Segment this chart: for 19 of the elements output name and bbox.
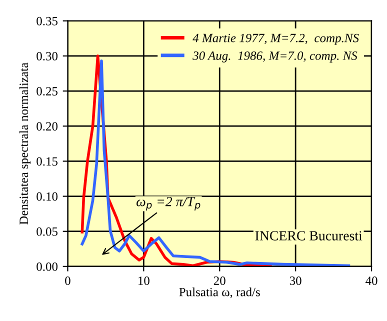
y-axis-title: Densitatea spectrala normalizata: [19, 62, 31, 224]
y-tick-label: 0.30: [36, 52, 58, 60]
x-tick-label: 20: [214, 276, 226, 285]
x-tick-label: 0: [65, 276, 70, 285]
y-tick-label: 0.20: [36, 122, 58, 131]
legend-label: 30 Aug. 1986, M=7.0, comp. NS: [192, 51, 358, 62]
legend-label: 4 Martie 1977, M=7.2, comp.NS: [192, 34, 359, 45]
annotation: INCERC Bucuresti: [255, 231, 362, 240]
x-tick-label: 10: [138, 276, 150, 285]
y-tick-label: 0.15: [36, 157, 58, 166]
y-tick-label: 0.25: [36, 87, 58, 96]
annotation: ω$_{p}$ =2 π/T$_{p}$: [136, 196, 200, 210]
x-axis-title: Pulsatia ω, rad/s: [179, 287, 260, 298]
y-tick-label: 0.35: [36, 16, 58, 26]
y-tick-label: 0.00: [36, 262, 58, 271]
x-tick-label: 40: [366, 276, 378, 285]
y-tick-label: 0.05: [36, 227, 58, 236]
y-tick-label: 0.10: [36, 192, 58, 201]
x-tick-label: 30: [290, 276, 302, 285]
